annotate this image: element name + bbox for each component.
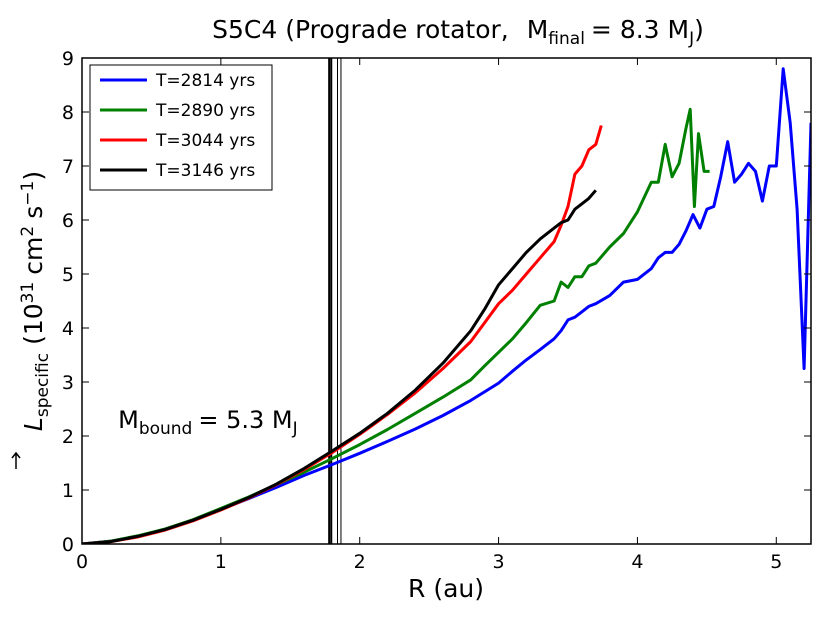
- y-tick-label: 6: [62, 210, 74, 232]
- axis-ticks: 0 1 2 3 4 5 0 1 2 3 4 5 6 7 8 9: [62, 48, 811, 573]
- vector-arrow-icon: [11, 451, 21, 469]
- x-tick-label: 5: [770, 551, 782, 573]
- annot-sub: bound: [139, 419, 193, 439]
- y-label-units-close: ): [19, 171, 48, 181]
- y-label-sub: specific: [33, 353, 53, 417]
- chart-title: S5C4 (Prograde rotator, Mfinal = 8.3 MJ): [212, 15, 704, 49]
- legend: T=2814 yrs T=2890 yrs T=3044 yrs T=3146 yrs: [89, 64, 273, 191]
- y-axis-label: Lspecific (1031 cm2 s−1): [11, 171, 53, 469]
- title-mass-unit-sub: J: [688, 29, 694, 49]
- annot-symbol: M: [118, 406, 139, 434]
- y-tick-label: 4: [62, 318, 74, 340]
- y-tick-label: 3: [62, 372, 74, 394]
- legend-label: T=3044 yrs: [155, 131, 255, 151]
- y-label-units-open: (10: [19, 303, 48, 345]
- legend-label: T=2890 yrs: [155, 101, 255, 121]
- y-tick-label: 5: [62, 264, 74, 286]
- y-label-cm: cm: [19, 237, 48, 275]
- svg-text:Lspecific(1031cm2s−1): Lspecific (1031 cm2 s−1): [18, 171, 53, 431]
- y-tick-label: 2: [62, 426, 74, 448]
- y-label-exp3: −1: [18, 181, 38, 206]
- y-tick-label: 0: [62, 534, 74, 556]
- legend-label: T=2814 yrs: [155, 71, 255, 91]
- y-tick-label: 8: [62, 102, 74, 124]
- y-tick-label: 7: [62, 156, 74, 178]
- x-axis-label: R (au): [408, 574, 484, 603]
- series-layer: [82, 67, 811, 544]
- y-tick-label: 1: [62, 480, 74, 502]
- x-tick-label: 0: [76, 551, 88, 573]
- plot-frame: [81, 57, 812, 545]
- series-line-4: [82, 189, 597, 544]
- legend-label: T=3146 yrs: [155, 161, 255, 181]
- x-tick-label: 1: [215, 551, 227, 573]
- y-label-exp: 31: [18, 282, 38, 304]
- bound-mass-annotation: Mbound = 5.3 MJ: [118, 406, 298, 439]
- title-mass-sub: final: [548, 29, 585, 49]
- x-tick-label: 2: [354, 551, 366, 573]
- annot-value: = 5.3 M: [198, 406, 292, 434]
- annot-unit-sub: J: [292, 419, 298, 439]
- y-label-exp2: 2: [18, 226, 38, 237]
- reference-lines: [328, 58, 342, 544]
- y-label-symbol: L: [19, 417, 48, 431]
- title-mass-value: = 8.3 M: [591, 15, 689, 44]
- title-suffix: ): [694, 15, 704, 44]
- y-tick-label: 9: [62, 48, 74, 70]
- series-line-1: [82, 67, 811, 544]
- title-mass-symbol: M: [527, 15, 549, 44]
- x-tick-label: 3: [493, 551, 505, 573]
- y-label-s: s: [19, 206, 48, 219]
- x-tick-label: 4: [631, 551, 643, 573]
- title-prefix: S5C4 (Prograde rotator,: [212, 15, 509, 44]
